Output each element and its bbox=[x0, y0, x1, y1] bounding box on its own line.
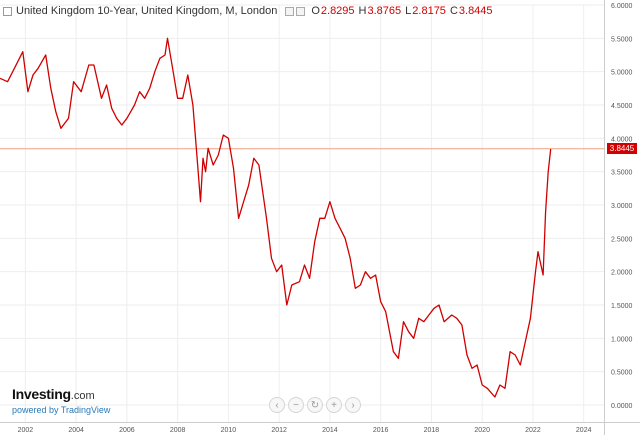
ohlc-readout: O2.8295 H3.8765 L2.8175 C3.8445 bbox=[307, 5, 492, 17]
ohlc-value: 3.8765 bbox=[367, 5, 402, 17]
last-price-label: 3.8445 bbox=[607, 143, 637, 154]
y-tick-label: 0.5000 bbox=[611, 370, 633, 377]
x-tick-label: 2020 bbox=[474, 427, 490, 434]
y-tick-label: 1.5000 bbox=[611, 303, 633, 310]
x-tick-label: 2022 bbox=[525, 427, 541, 434]
ohlc-value: 3.8445 bbox=[458, 5, 493, 17]
x-tick-label: 2010 bbox=[221, 427, 237, 434]
x-tick-label: 2016 bbox=[373, 427, 389, 434]
brand-domain: .com bbox=[70, 390, 95, 402]
ohlc-key: O bbox=[311, 5, 320, 17]
x-tick-label: 2002 bbox=[18, 427, 34, 434]
zoom-out-button[interactable]: − bbox=[288, 397, 304, 413]
chart-navigation: ‹ − ↻ + › bbox=[269, 397, 361, 413]
symbol-icon[interactable] bbox=[3, 6, 12, 16]
scroll-left-button[interactable]: ‹ bbox=[269, 397, 285, 413]
x-tick-label: 2004 bbox=[68, 427, 84, 434]
x-tick-label: 2012 bbox=[271, 427, 287, 434]
ohlc-key: L bbox=[405, 5, 412, 17]
brand-name: Investing bbox=[12, 386, 71, 402]
series-layer bbox=[0, 37, 552, 398]
ohlc-value: 2.8295 bbox=[320, 5, 355, 17]
y-tick-label: 1.0000 bbox=[611, 336, 633, 343]
y-tick-label: 2.5000 bbox=[611, 236, 633, 243]
powered-by-link[interactable]: powered by TradingView bbox=[12, 405, 111, 415]
x-tick-label: 2014 bbox=[322, 427, 338, 434]
ohlc-key: H bbox=[358, 5, 367, 17]
grid bbox=[0, 4, 604, 423]
series-line bbox=[0, 37, 552, 398]
x-tick-label: 2024 bbox=[576, 427, 592, 434]
settings-icon[interactable] bbox=[285, 6, 295, 16]
y-tick-label: 4.5000 bbox=[611, 103, 633, 110]
x-tick-label: 2018 bbox=[424, 427, 440, 434]
y-tick-label: 3.0000 bbox=[611, 203, 633, 210]
chart-header: United Kingdom 10-Year, United Kingdom, … bbox=[3, 3, 493, 19]
y-tick-label: 5.5000 bbox=[611, 36, 633, 43]
y-tick-label: 0.0000 bbox=[611, 403, 633, 410]
x-tick-label: 2006 bbox=[119, 427, 135, 434]
ohlc-key: C bbox=[449, 5, 458, 17]
y-tick-label: 4.0000 bbox=[611, 136, 633, 143]
y-tick-label: 3.5000 bbox=[611, 170, 633, 177]
zoom-in-button[interactable]: + bbox=[326, 397, 342, 413]
scroll-right-button[interactable]: › bbox=[345, 397, 361, 413]
reset-button[interactable]: ↻ bbox=[307, 397, 323, 413]
ohlc-value: 2.8175 bbox=[412, 5, 446, 17]
y-tick-label: 5.0000 bbox=[611, 70, 633, 77]
chart-title: United Kingdom 10-Year, United Kingdom, … bbox=[16, 5, 278, 17]
y-tick-label: 2.0000 bbox=[611, 270, 633, 277]
compare-icon[interactable] bbox=[296, 6, 306, 16]
x-tick-label: 2008 bbox=[170, 427, 186, 434]
y-tick-label: 6.0000 bbox=[611, 3, 633, 10]
brand-logo[interactable]: Investing.com powered by TradingView bbox=[12, 386, 110, 415]
